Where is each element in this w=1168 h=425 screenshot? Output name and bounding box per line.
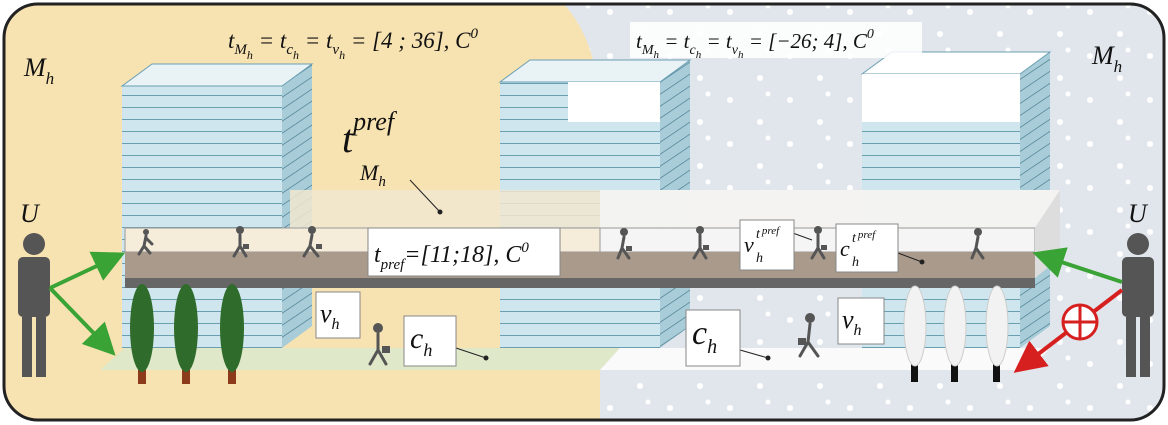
label-part: c: [840, 236, 850, 261]
label-part: c: [692, 315, 707, 352]
label-part: v: [744, 232, 754, 257]
label-part: h: [378, 174, 386, 190]
label-part: h: [654, 49, 660, 61]
label-part: h: [1114, 57, 1123, 76]
label-part: pref: [351, 107, 398, 136]
label-part: = [−26; 4], C: [749, 29, 868, 53]
label-part: c: [410, 322, 423, 355]
v-pref-label: h: [756, 251, 763, 266]
label-part: 0: [471, 26, 479, 42]
label-part: M: [1091, 41, 1115, 70]
label-part: 0: [867, 27, 874, 42]
label-part: h: [293, 48, 299, 62]
label-part: h: [247, 48, 253, 62]
label-part: pref: [380, 257, 406, 273]
label-part: M: [359, 160, 380, 185]
v-pref-label: v: [744, 232, 754, 257]
user-label: U: [1128, 199, 1149, 228]
label-part: = t: [664, 29, 690, 53]
label-part: M: [23, 53, 47, 82]
diagram: Mh Mh tMh = tch = tvh = [4 ; 36], C0 tMh…: [0, 0, 1168, 425]
label-part: v: [842, 305, 854, 334]
label-part: h: [339, 48, 345, 62]
label-part: pref: [761, 225, 781, 237]
label-part: =[11;18], C: [404, 242, 522, 268]
label-part: h: [332, 316, 340, 333]
label-part: pref: [857, 229, 877, 241]
c-pref-label: c: [840, 236, 850, 261]
scene: [0, 0, 1168, 425]
label-part: h: [854, 322, 862, 339]
label-part: = t: [707, 29, 733, 53]
label-part: h: [738, 49, 744, 61]
label-part: h: [852, 255, 859, 270]
label-part: h: [46, 69, 55, 88]
prohibited-icon: [1063, 305, 1097, 339]
label-part: 0: [521, 240, 529, 256]
label-part: h: [696, 49, 702, 61]
label-part: = t: [259, 28, 287, 53]
c-pref-label: h: [852, 255, 859, 270]
user-label: U: [20, 199, 41, 228]
label-part: h: [707, 336, 717, 358]
walkway-back: [600, 190, 1060, 228]
label-part: h: [423, 340, 432, 360]
label-part: = [4 ; 36], C: [351, 28, 471, 53]
label-part: = t: [305, 28, 333, 53]
label-part: v: [320, 299, 332, 328]
label-part: h: [756, 251, 763, 266]
ground-right: [600, 348, 1050, 370]
walkway-edge: [125, 278, 1035, 288]
